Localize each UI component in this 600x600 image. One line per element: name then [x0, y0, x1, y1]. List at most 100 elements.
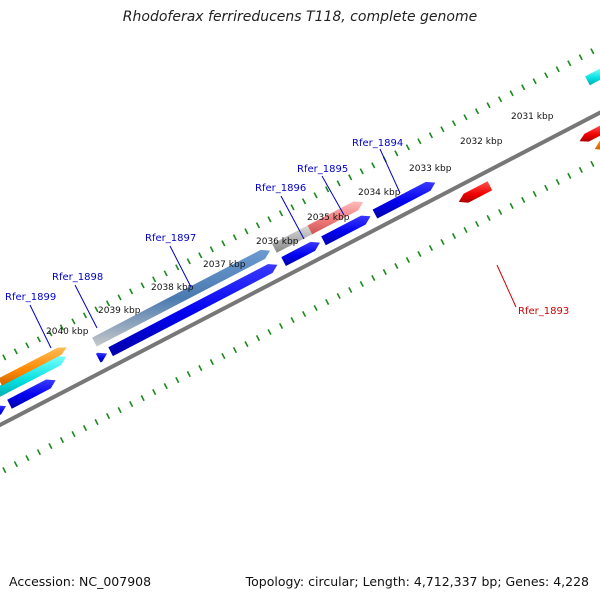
cds-arrow — [281, 241, 320, 266]
inner-tick — [428, 244, 434, 252]
outer-tick — [221, 240, 226, 247]
inner-tick — [474, 220, 480, 228]
inner-tick — [417, 250, 422, 258]
inner-tick — [451, 232, 457, 240]
outer-tick — [278, 210, 284, 217]
gene-leader-line — [29, 304, 52, 349]
inner-tick — [175, 377, 180, 384]
outer-tick — [152, 276, 157, 283]
trna-arrow — [585, 68, 600, 86]
outer-tick — [48, 330, 53, 337]
inner-tick — [82, 425, 88, 432]
gene-labels: Rfer_1893 Rfer_1894 Rfer_1895 Rfer_1896 Rfer… — [5, 138, 569, 349]
inner-tick — [278, 322, 284, 330]
gene-leader-line — [169, 245, 192, 288]
outer-tick — [290, 204, 295, 211]
inner-tick — [198, 365, 203, 372]
inner-tick — [25, 455, 30, 462]
outer-tick — [428, 132, 434, 139]
outer-tick — [463, 114, 468, 121]
gene-label: Rfer_1895 — [297, 164, 348, 175]
outer-tick — [371, 162, 376, 169]
cds-arrow — [108, 264, 278, 357]
topology-summary: Topology: circular; Length: 4,712,337 bp… — [245, 574, 589, 589]
outer-tick — [348, 174, 353, 181]
inner-tick — [302, 310, 307, 318]
inner-tick — [48, 443, 53, 450]
inner-tick — [232, 347, 238, 354]
inner-tick — [405, 256, 410, 264]
cds-arrow — [372, 181, 436, 219]
genome-backbone — [0, 110, 600, 428]
inner-tick — [394, 262, 399, 270]
rrna-arrow — [458, 181, 493, 203]
inner-tick — [590, 160, 595, 167]
outer-tick — [186, 258, 191, 265]
cds-arrow — [95, 352, 108, 363]
inner-tick — [348, 286, 353, 294]
gene-leader-line — [379, 148, 401, 194]
inner-tick — [267, 329, 272, 336]
gene-label: Rfer_1898 — [52, 272, 103, 283]
gene-arrow — [92, 249, 270, 347]
gene-leader-line — [496, 264, 517, 308]
outer-tick — [359, 168, 364, 175]
outer-tick — [209, 246, 214, 253]
inner-tick — [105, 413, 111, 420]
inner-tick — [59, 437, 65, 444]
inner-tick — [221, 353, 226, 360]
inner-tick — [532, 190, 537, 197]
inner-tick — [325, 298, 330, 306]
cds-arrow — [321, 215, 371, 246]
outer-tick — [13, 348, 18, 355]
outer-tick — [175, 264, 180, 271]
inner-tick — [152, 389, 157, 396]
outer-tick — [521, 84, 526, 91]
scale-label: 2038 kbp — [151, 283, 194, 293]
rrna-arrow — [579, 125, 600, 142]
outer-scale-ticks — [2, 48, 595, 361]
inner-tick — [36, 449, 42, 456]
outer-tick — [486, 102, 491, 109]
scale-label: 2036 kbp — [256, 237, 299, 247]
scale-label: 2033 kbp — [409, 164, 452, 174]
gene-label: Rfer_1896 — [255, 183, 306, 194]
scale-label: 2032 kbp — [460, 137, 503, 147]
outer-tick — [451, 120, 457, 127]
outer-tick — [590, 48, 595, 55]
gene-label: Rfer_1897 — [145, 233, 196, 244]
cds-arrow — [0, 405, 6, 415]
outer-tick — [440, 126, 445, 133]
inner-tick — [371, 274, 376, 282]
scale-label: 2039 kbp — [98, 306, 141, 316]
outer-tick — [244, 228, 249, 235]
scale-label: 2035 kbp — [307, 213, 350, 223]
gene-leader-line — [280, 195, 305, 240]
accession-text: Accession: NC_007908 — [9, 574, 152, 589]
scale-labels: 2031 kbp 2032 kbp 2033 kbp 2034 kbp 2035 kbp… — [46, 112, 554, 337]
outer-tick — [497, 96, 503, 103]
outer-tick — [71, 318, 76, 325]
outer-tick — [567, 60, 572, 67]
map-title: Rhodoferax ferrireducens T118, complete … — [122, 9, 478, 25]
inner-tick — [555, 178, 560, 185]
scale-label: 2031 kbp — [511, 112, 554, 122]
feature-track — [0, 68, 600, 415]
inner-tick — [13, 461, 18, 468]
inner-tick — [509, 202, 514, 209]
outer-tick — [578, 54, 583, 61]
inner-tick — [521, 196, 526, 203]
outer-tick — [394, 150, 399, 157]
outer-tick — [198, 252, 203, 259]
inner-tick — [244, 341, 249, 348]
gene-arrow — [272, 224, 319, 253]
cds-arrow — [7, 379, 56, 409]
outer-tick — [532, 78, 537, 85]
inner-tick — [498, 208, 503, 215]
misc-arrow — [594, 140, 600, 150]
backbone-line — [0, 110, 600, 428]
gene-leader-line — [74, 284, 98, 329]
inner-tick — [140, 395, 145, 402]
outer-tick — [405, 144, 410, 151]
